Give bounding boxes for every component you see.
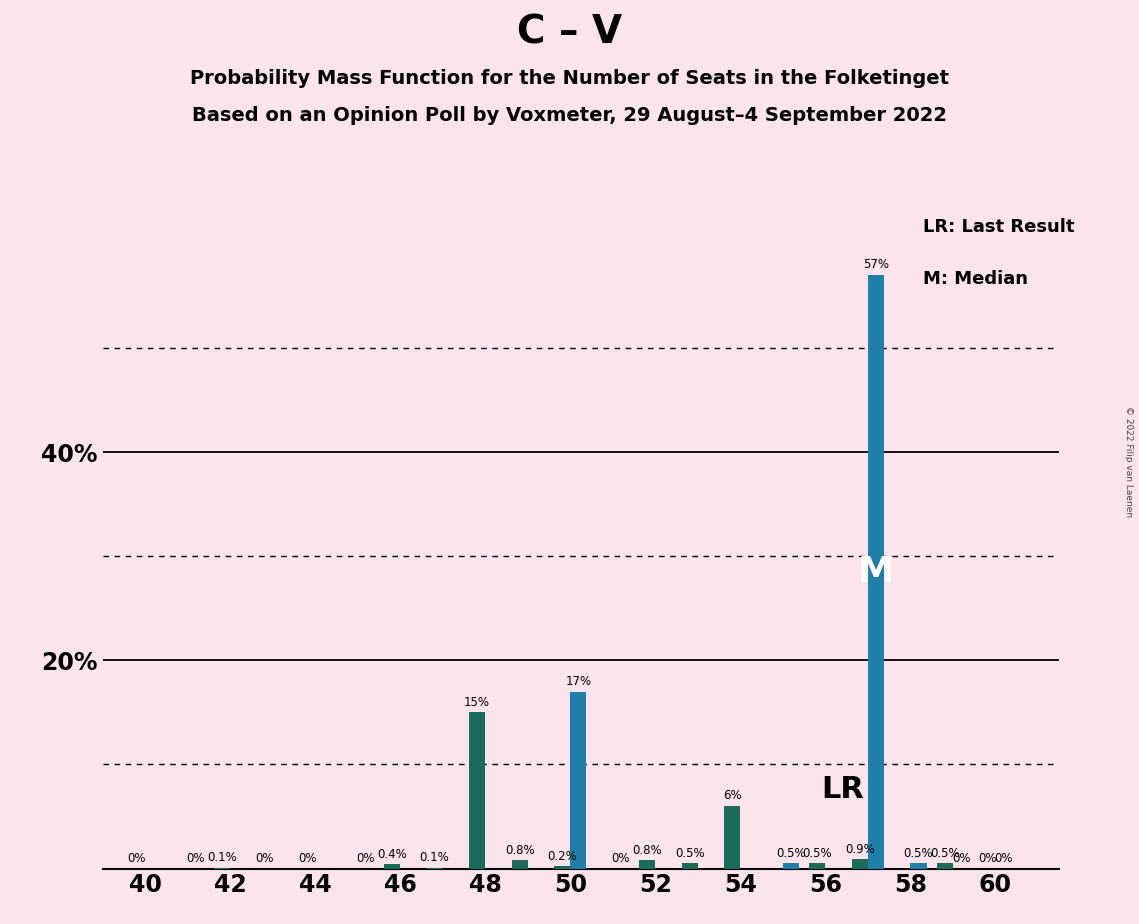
Text: 17%: 17% bbox=[565, 675, 591, 687]
Bar bbox=[469, 712, 485, 869]
Text: 15%: 15% bbox=[464, 696, 490, 709]
Text: 0%: 0% bbox=[255, 852, 273, 865]
Text: 0%: 0% bbox=[357, 852, 375, 865]
Bar bbox=[852, 859, 868, 869]
Text: 0.8%: 0.8% bbox=[632, 844, 662, 857]
Text: 0.2%: 0.2% bbox=[548, 850, 577, 863]
Text: 0%: 0% bbox=[612, 852, 630, 865]
Bar bbox=[384, 864, 400, 869]
Bar bbox=[426, 868, 443, 869]
Text: 0%: 0% bbox=[128, 852, 146, 865]
Text: 0%: 0% bbox=[978, 852, 997, 865]
Text: M: Median: M: Median bbox=[924, 270, 1029, 287]
Text: 6%: 6% bbox=[723, 789, 741, 802]
Text: 0.5%: 0.5% bbox=[675, 846, 705, 859]
Text: 0.5%: 0.5% bbox=[903, 846, 933, 859]
Text: Based on an Opinion Poll by Voxmeter, 29 August–4 September 2022: Based on an Opinion Poll by Voxmeter, 29… bbox=[192, 106, 947, 126]
Text: 0.1%: 0.1% bbox=[207, 851, 237, 864]
Text: LR: Last Result: LR: Last Result bbox=[924, 218, 1075, 236]
Text: 0.8%: 0.8% bbox=[505, 844, 534, 857]
Text: 0.1%: 0.1% bbox=[420, 851, 450, 864]
Text: 0.4%: 0.4% bbox=[377, 847, 407, 861]
Text: Probability Mass Function for the Number of Seats in the Folketinget: Probability Mass Function for the Number… bbox=[190, 69, 949, 89]
Bar bbox=[936, 863, 953, 869]
Text: © 2022 Filip van Laenen: © 2022 Filip van Laenen bbox=[1124, 407, 1133, 517]
Text: LR: LR bbox=[821, 775, 865, 804]
Bar bbox=[809, 863, 826, 869]
Text: 0%: 0% bbox=[297, 852, 317, 865]
Bar bbox=[554, 867, 571, 869]
Bar bbox=[681, 863, 698, 869]
Text: 57%: 57% bbox=[863, 259, 890, 272]
Text: 0.5%: 0.5% bbox=[803, 846, 833, 859]
Bar bbox=[639, 860, 655, 869]
Bar bbox=[782, 863, 800, 869]
Bar bbox=[910, 863, 927, 869]
Text: 0.5%: 0.5% bbox=[776, 846, 805, 859]
Bar bbox=[868, 275, 884, 869]
Text: 0%: 0% bbox=[187, 852, 205, 865]
Text: 0.5%: 0.5% bbox=[931, 846, 960, 859]
Text: M: M bbox=[858, 554, 894, 589]
Text: 0.9%: 0.9% bbox=[845, 843, 875, 856]
Text: 0%: 0% bbox=[952, 852, 970, 865]
Text: C – V: C – V bbox=[517, 14, 622, 52]
Bar bbox=[214, 868, 230, 869]
Bar bbox=[511, 860, 527, 869]
Text: 0%: 0% bbox=[994, 852, 1013, 865]
Bar bbox=[724, 806, 740, 869]
Bar bbox=[571, 691, 587, 869]
